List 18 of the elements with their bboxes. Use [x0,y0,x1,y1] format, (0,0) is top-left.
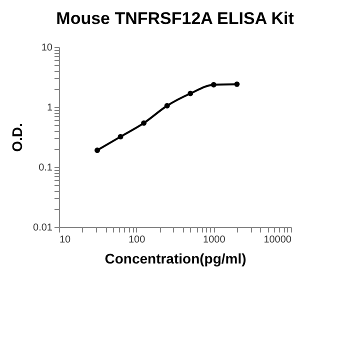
point [164,102,170,108]
chart-title: Mouse TNFRSF12A ELISA Kit [56,9,294,28]
x-axis-title: Concentration(pg/ml) [104,250,246,266]
x-tick-label: 100 [128,234,146,246]
y-tick-label: 10 [41,42,53,54]
y-tick-label: 1 [46,102,53,114]
x-tick-label: 10 [60,234,72,246]
point [118,134,124,140]
point [210,82,216,88]
point [234,81,240,87]
point [188,90,194,96]
x-tick-label: 1000 [203,234,226,246]
point [141,120,147,126]
y-axis-title: O.D. [9,123,26,152]
y-tick-label: 0.01 [33,222,53,234]
y-tick-label: 0.1 [38,162,53,174]
point [94,148,100,154]
x-tick-label: 10000 [264,234,292,246]
